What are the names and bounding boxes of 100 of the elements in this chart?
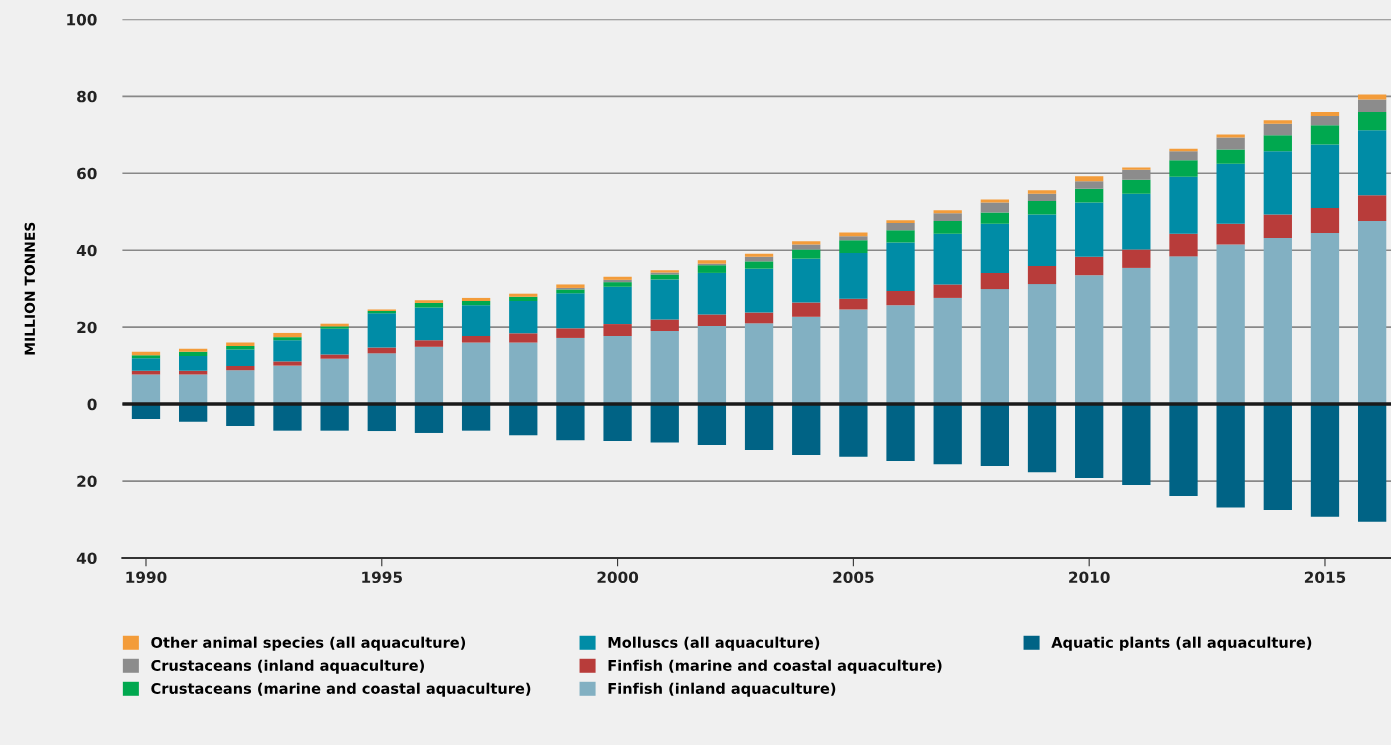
bar bbox=[1357, 220, 1387, 405]
bar bbox=[839, 252, 868, 299]
bar bbox=[556, 289, 585, 294]
bar bbox=[1027, 190, 1057, 194]
bar bbox=[1310, 112, 1340, 116]
bar bbox=[320, 354, 349, 359]
bar bbox=[1263, 123, 1292, 136]
bar bbox=[1169, 176, 1198, 234]
bar bbox=[1027, 404, 1057, 473]
bar bbox=[603, 286, 632, 325]
bar bbox=[744, 404, 774, 450]
bar bbox=[179, 356, 208, 371]
bar bbox=[1027, 214, 1057, 266]
bar bbox=[839, 404, 868, 457]
bar bbox=[980, 202, 1010, 213]
bar bbox=[320, 404, 349, 431]
bar bbox=[839, 309, 868, 405]
bar bbox=[933, 404, 962, 465]
bar bbox=[1357, 112, 1387, 131]
bar bbox=[697, 326, 727, 405]
bar bbox=[367, 313, 396, 348]
bar bbox=[886, 305, 915, 405]
bar bbox=[1216, 244, 1245, 405]
bar bbox=[1075, 188, 1104, 203]
bar bbox=[1310, 115, 1340, 126]
bar bbox=[792, 249, 821, 259]
bar bbox=[933, 233, 962, 285]
bar bbox=[1357, 195, 1387, 221]
y-tick-label: 40 bbox=[76, 552, 97, 565]
bar bbox=[650, 279, 679, 320]
bar bbox=[1310, 144, 1340, 208]
bar bbox=[1310, 125, 1340, 145]
bar bbox=[367, 404, 396, 432]
bar bbox=[1169, 151, 1198, 161]
bar bbox=[414, 340, 444, 347]
y-tick-label: 60 bbox=[77, 167, 97, 180]
bar bbox=[980, 272, 1010, 290]
bar bbox=[697, 404, 727, 445]
y-tick-label: 100 bbox=[67, 13, 97, 26]
bar bbox=[367, 353, 396, 405]
bar bbox=[461, 297, 491, 301]
bar bbox=[1122, 167, 1151, 170]
bar bbox=[603, 336, 632, 405]
bar bbox=[131, 358, 161, 371]
bar bbox=[1075, 256, 1104, 276]
bar bbox=[886, 404, 915, 462]
bar bbox=[839, 298, 868, 310]
y-tick-label: 20 bbox=[77, 321, 97, 334]
bar bbox=[226, 370, 255, 405]
bar bbox=[1310, 404, 1340, 517]
bar bbox=[1122, 249, 1151, 268]
bar bbox=[1263, 135, 1292, 152]
bar bbox=[509, 342, 538, 405]
bar bbox=[1075, 176, 1104, 182]
bar bbox=[1027, 284, 1057, 405]
bar bbox=[933, 213, 962, 221]
legend-label: Other animal species (all aquaculture) bbox=[151, 636, 466, 651]
bar bbox=[1216, 149, 1245, 164]
bar bbox=[556, 293, 585, 329]
bar bbox=[414, 300, 444, 303]
bar bbox=[886, 220, 915, 223]
bar bbox=[744, 261, 774, 269]
bar bbox=[886, 291, 915, 306]
bar bbox=[1357, 94, 1387, 100]
bar bbox=[273, 340, 302, 362]
legend-label: Crustaceans (inland aquaculture) bbox=[151, 659, 424, 674]
bar bbox=[1357, 404, 1387, 522]
legend-label: Finfish (marine and coastal aquaculture) bbox=[608, 659, 942, 674]
bar bbox=[744, 268, 774, 313]
bar bbox=[1216, 134, 1245, 138]
bar bbox=[886, 222, 915, 231]
bar bbox=[1169, 404, 1198, 497]
bar bbox=[933, 284, 962, 298]
x-tick-label: 1990 bbox=[126, 571, 167, 584]
bar bbox=[933, 297, 962, 405]
bar bbox=[179, 351, 208, 357]
bar bbox=[179, 348, 208, 352]
bar bbox=[461, 301, 491, 306]
bar bbox=[1216, 223, 1245, 245]
bar bbox=[1357, 130, 1387, 196]
bar bbox=[131, 374, 161, 405]
bar bbox=[697, 265, 727, 273]
y-axis-title: MILLION TONNES bbox=[24, 222, 36, 355]
bar bbox=[933, 220, 962, 234]
bar bbox=[1122, 267, 1151, 405]
bar bbox=[1075, 404, 1104, 478]
bar bbox=[792, 302, 821, 317]
bar bbox=[461, 305, 491, 337]
bar bbox=[414, 302, 444, 308]
bar bbox=[603, 324, 632, 337]
bar bbox=[980, 404, 1010, 467]
bar bbox=[980, 199, 1010, 203]
bar bbox=[1122, 179, 1151, 194]
bar bbox=[886, 230, 915, 243]
bar bbox=[1310, 232, 1340, 405]
bar bbox=[839, 236, 868, 241]
bar bbox=[273, 365, 302, 405]
bar bbox=[461, 404, 491, 431]
bar bbox=[1122, 193, 1151, 250]
bar bbox=[1263, 237, 1292, 405]
